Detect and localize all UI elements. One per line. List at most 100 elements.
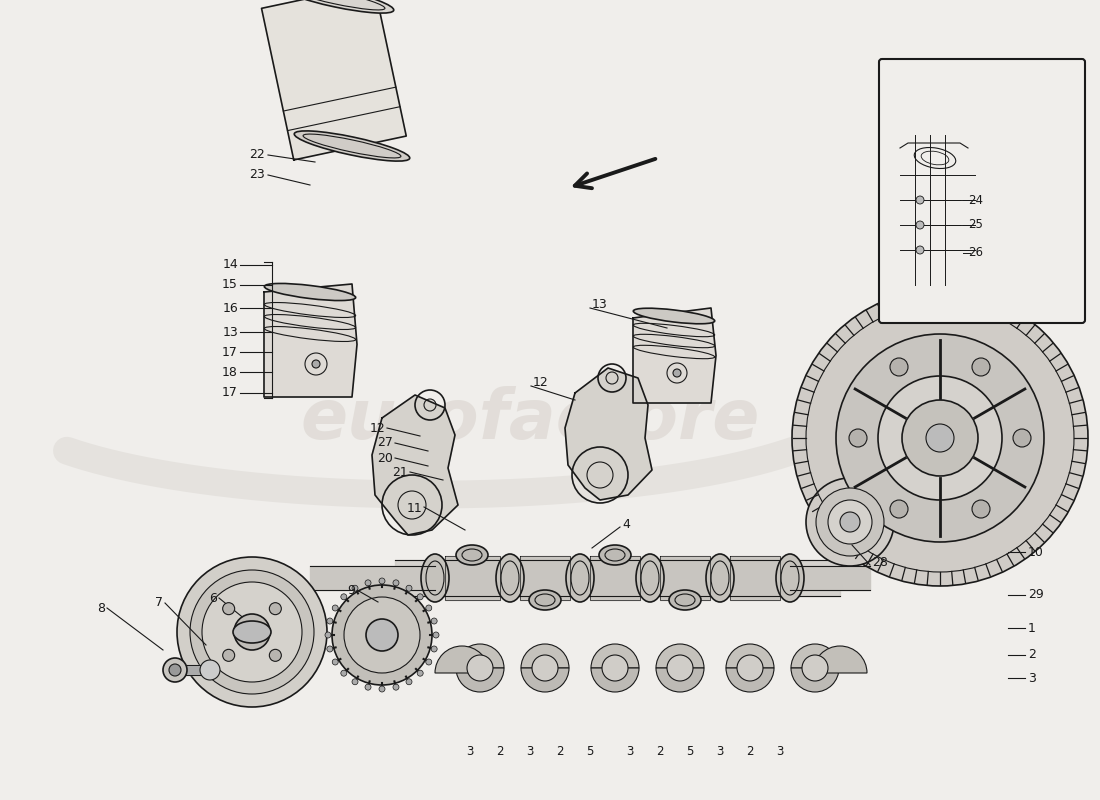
Circle shape <box>849 429 867 447</box>
Polygon shape <box>660 556 710 600</box>
Text: 13: 13 <box>592 298 607 311</box>
Text: 5: 5 <box>686 745 694 758</box>
Circle shape <box>840 512 860 532</box>
Circle shape <box>737 655 763 681</box>
Text: 20: 20 <box>377 451 393 465</box>
Ellipse shape <box>295 131 409 161</box>
Circle shape <box>667 655 693 681</box>
Ellipse shape <box>456 545 488 565</box>
Text: 3: 3 <box>1028 671 1036 685</box>
Polygon shape <box>730 556 780 600</box>
Circle shape <box>169 664 182 676</box>
Wedge shape <box>726 644 774 668</box>
Text: 1: 1 <box>1028 622 1036 634</box>
FancyBboxPatch shape <box>879 59 1085 323</box>
Circle shape <box>972 358 990 376</box>
Wedge shape <box>591 668 639 692</box>
Circle shape <box>270 602 282 614</box>
Circle shape <box>379 686 385 692</box>
Ellipse shape <box>529 590 561 610</box>
Text: 17: 17 <box>222 346 238 358</box>
Circle shape <box>792 290 1088 586</box>
Ellipse shape <box>706 554 734 602</box>
Ellipse shape <box>264 283 355 301</box>
Text: 14: 14 <box>222 258 238 271</box>
Text: 3: 3 <box>526 745 534 758</box>
Circle shape <box>916 246 924 254</box>
Circle shape <box>379 578 385 584</box>
Text: 3: 3 <box>466 745 474 758</box>
Circle shape <box>1013 429 1031 447</box>
Circle shape <box>806 478 894 566</box>
Polygon shape <box>565 368 652 500</box>
Polygon shape <box>632 308 716 403</box>
Circle shape <box>431 618 437 624</box>
Text: 8: 8 <box>97 602 104 614</box>
Circle shape <box>312 360 320 368</box>
Wedge shape <box>791 644 839 668</box>
Circle shape <box>836 334 1044 542</box>
Text: 27: 27 <box>377 437 393 450</box>
Wedge shape <box>656 668 704 692</box>
Ellipse shape <box>421 554 449 602</box>
Circle shape <box>468 655 493 681</box>
Circle shape <box>406 586 412 591</box>
Circle shape <box>177 557 327 707</box>
Circle shape <box>365 684 371 690</box>
Polygon shape <box>590 556 640 600</box>
Circle shape <box>163 658 187 682</box>
Wedge shape <box>521 668 569 692</box>
Circle shape <box>202 582 302 682</box>
Circle shape <box>332 605 338 611</box>
Circle shape <box>393 684 399 690</box>
Text: 18: 18 <box>222 366 238 378</box>
Circle shape <box>916 221 924 229</box>
Ellipse shape <box>278 0 394 13</box>
Text: 2: 2 <box>746 745 754 758</box>
Circle shape <box>673 369 681 377</box>
Text: 9: 9 <box>348 583 355 597</box>
Wedge shape <box>813 646 867 673</box>
Ellipse shape <box>600 545 631 565</box>
Circle shape <box>222 650 234 662</box>
Wedge shape <box>434 646 490 673</box>
Circle shape <box>916 196 924 204</box>
Text: eurofactore: eurofactore <box>300 386 760 454</box>
Ellipse shape <box>636 554 664 602</box>
Text: 13: 13 <box>222 326 238 338</box>
Polygon shape <box>520 556 570 600</box>
Circle shape <box>341 670 346 676</box>
Text: 6: 6 <box>209 591 217 605</box>
Ellipse shape <box>669 590 701 610</box>
Wedge shape <box>456 668 504 692</box>
Text: 10: 10 <box>1028 546 1044 558</box>
Text: 28: 28 <box>872 555 888 569</box>
Text: 12: 12 <box>534 377 549 390</box>
Circle shape <box>324 632 331 638</box>
Polygon shape <box>446 556 501 600</box>
Text: 3: 3 <box>626 745 634 758</box>
Polygon shape <box>262 0 406 160</box>
Circle shape <box>366 619 398 651</box>
Circle shape <box>344 597 420 673</box>
Text: 23: 23 <box>250 169 265 182</box>
Ellipse shape <box>634 308 715 324</box>
Text: 25: 25 <box>968 218 983 231</box>
Circle shape <box>417 594 424 600</box>
Circle shape <box>327 618 333 624</box>
Circle shape <box>828 500 872 544</box>
Circle shape <box>602 655 628 681</box>
Circle shape <box>417 670 424 676</box>
Circle shape <box>426 605 432 611</box>
Circle shape <box>327 646 333 652</box>
Wedge shape <box>656 644 704 668</box>
Circle shape <box>926 424 954 452</box>
Circle shape <box>532 655 558 681</box>
Text: 4: 4 <box>621 518 630 531</box>
Ellipse shape <box>776 554 804 602</box>
Text: 17: 17 <box>222 386 238 399</box>
Polygon shape <box>264 284 358 397</box>
Text: 11: 11 <box>406 502 422 514</box>
Circle shape <box>352 678 358 685</box>
Ellipse shape <box>496 554 524 602</box>
